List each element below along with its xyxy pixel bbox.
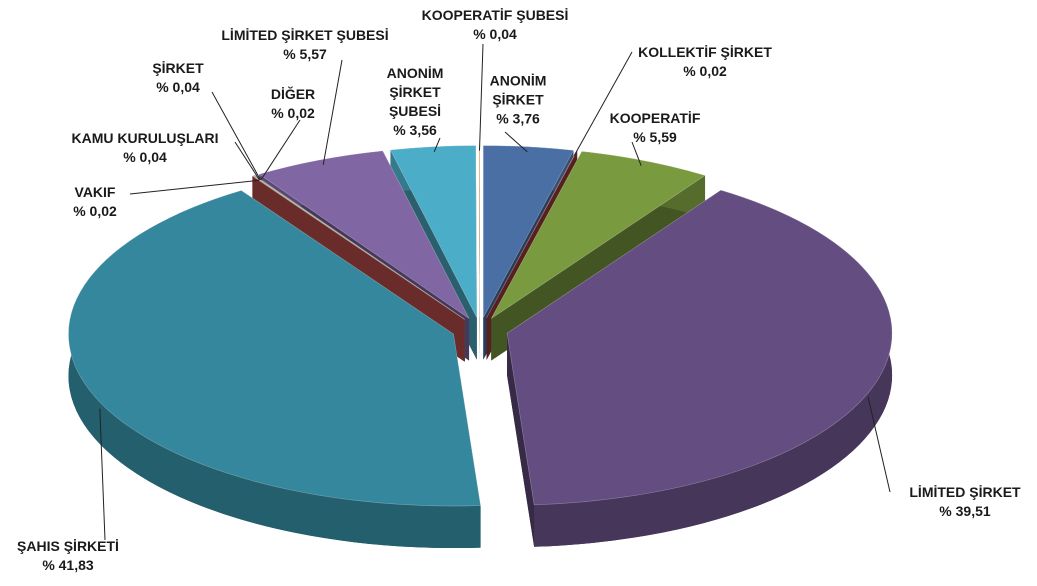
- leader-line: [260, 119, 301, 180]
- leader-line: [867, 396, 891, 493]
- leader-line: [433, 137, 441, 153]
- value-label: % 0,04: [473, 26, 517, 42]
- category-label: ŞAHIS ŞİRKETİ: [17, 538, 119, 554]
- value-label: % 0,02: [271, 105, 315, 121]
- slice-label: KOOPERATİF ŞUBESİ % 0,04: [422, 6, 569, 44]
- category-label: ŞİRKET: [152, 60, 204, 76]
- leader-line: [504, 131, 528, 153]
- value-label: % 0,02: [683, 63, 727, 79]
- leader-line: [234, 141, 261, 181]
- slice: [252, 175, 465, 320]
- leader-line: [573, 51, 633, 156]
- value-label: % 0,02: [73, 203, 117, 219]
- slice: [253, 175, 465, 320]
- value-label: % 5,57: [283, 46, 327, 62]
- category-label: LİMİTED ŞİRKET ŞUBESİ: [221, 27, 389, 43]
- slice-label: ANONİM ŞİRKET ŞUBESİ % 3,56: [375, 64, 455, 140]
- category-label: KOLLEKTİF ŞİRKET: [638, 44, 772, 60]
- value-label: % 5,59: [633, 129, 677, 145]
- slice-label: ANONİM ŞİRKET % 3,76: [478, 72, 558, 129]
- category-label: ANONİM ŞİRKET ŞUBESİ: [386, 65, 444, 119]
- slice: [506, 189, 893, 506]
- leader-line: [322, 59, 343, 165]
- slice-label: KOOPERATİF % 5,59: [610, 109, 701, 147]
- value-label: % 0,04: [123, 149, 167, 165]
- slice-group: [68, 190, 481, 549]
- category-label: VAKIF: [74, 184, 116, 200]
- value-label: % 3,56: [393, 122, 437, 138]
- value-label: % 41,83: [42, 557, 94, 573]
- leader-line: [631, 141, 642, 166]
- category-label: ANONİM ŞİRKET: [489, 72, 547, 108]
- slice-wall: [507, 333, 535, 547]
- leader-line: [478, 43, 484, 151]
- value-label: % 3,76: [496, 110, 540, 127]
- slice-rim: [68, 190, 481, 549]
- slice-label: VAKIF % 0,02: [73, 183, 117, 221]
- category-label: KOOPERATİF ŞUBESİ: [421, 7, 569, 23]
- category-label: KAMU KURULUŞLARI: [71, 130, 219, 146]
- slice-wall: [478, 145, 480, 360]
- slice-group: [478, 145, 481, 360]
- slice: [483, 145, 574, 318]
- slice-label: DİĞER % 0,02: [271, 85, 315, 123]
- category-label: LİMİTED ŞİRKET: [909, 484, 1021, 500]
- slice-label: ŞİRKET % 0,04: [152, 59, 203, 97]
- slice-label: KAMU KURULUŞLARI % 0,04: [72, 129, 219, 167]
- leader-line: [99, 408, 106, 541]
- slice-label: ŞAHIS ŞİRKETİ % 41,83: [17, 537, 119, 575]
- leader-line: [129, 179, 260, 195]
- slice: [258, 150, 470, 319]
- category-label: KOOPERATİF: [609, 110, 701, 126]
- slice: [68, 190, 481, 507]
- slice-label: KOLLEKTİF ŞİRKET % 0,02: [638, 43, 772, 81]
- slice: [389, 145, 478, 318]
- value-label: % 0,04: [156, 79, 200, 95]
- slice: [253, 174, 465, 320]
- slice-label: LİMİTED ŞİRKET % 39,51: [909, 483, 1020, 521]
- slice: [478, 145, 481, 318]
- category-label: DİĞER: [270, 86, 316, 102]
- slice-group: [506, 189, 893, 547]
- leader-line: [211, 91, 261, 181]
- slice-rim: [534, 190, 893, 547]
- value-label: % 39,51: [939, 503, 991, 519]
- slice: [251, 175, 465, 320]
- slice-label: LİMİTED ŞİRKET ŞUBESİ % 5,57: [221, 26, 388, 64]
- slice: [490, 151, 706, 319]
